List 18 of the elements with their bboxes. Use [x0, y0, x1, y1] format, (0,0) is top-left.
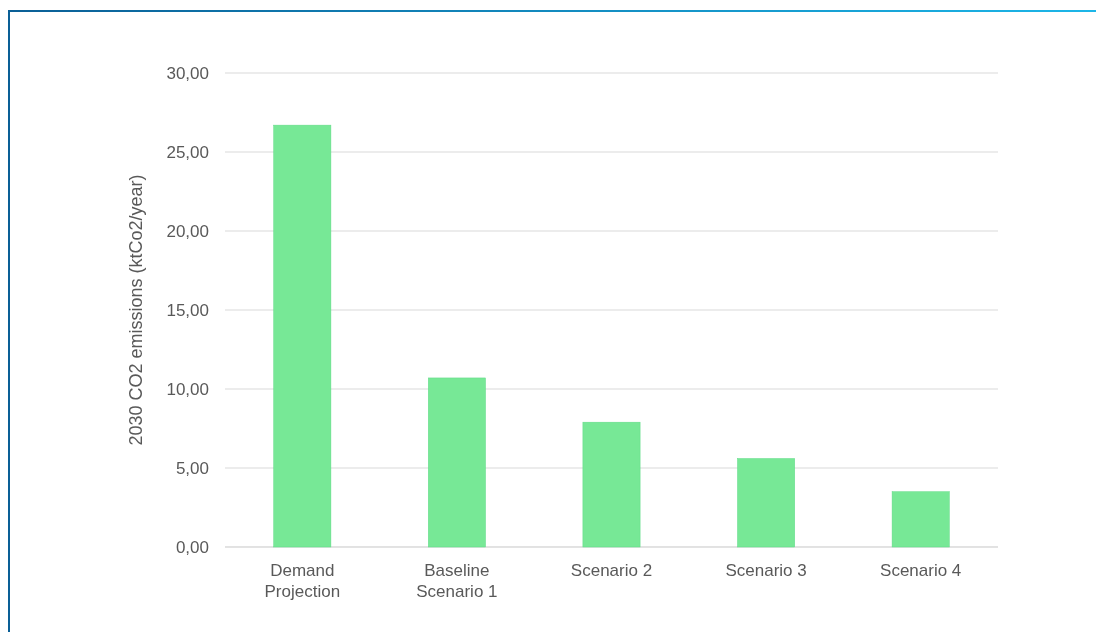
bar — [428, 377, 486, 548]
y-tick-label: 0,00 — [175, 537, 209, 557]
y-axis-title: 2030 CO2 emissions (ktCo2/year) — [126, 174, 146, 446]
x-tick-label: Demand Projection — [264, 561, 341, 601]
bar — [737, 458, 795, 548]
y-tick-label: 30,00 — [166, 63, 209, 83]
bar — [582, 421, 641, 548]
y-tick-label: 10,00 — [166, 379, 209, 399]
y-tick-label: 5,00 — [175, 458, 209, 478]
bar — [891, 491, 950, 548]
x-tick-label: Scenario 3 — [725, 561, 807, 580]
bar — [273, 124, 332, 548]
y-tick-label: 20,00 — [166, 221, 209, 241]
y-tick-label: 25,00 — [166, 142, 209, 162]
x-tick-label: Baseline Scenario 1 — [416, 561, 498, 601]
x-tick-label: Scenario 4 — [880, 561, 962, 580]
y-tick-label: 15,00 — [166, 300, 209, 320]
x-tick-label: Scenario 2 — [570, 561, 653, 580]
